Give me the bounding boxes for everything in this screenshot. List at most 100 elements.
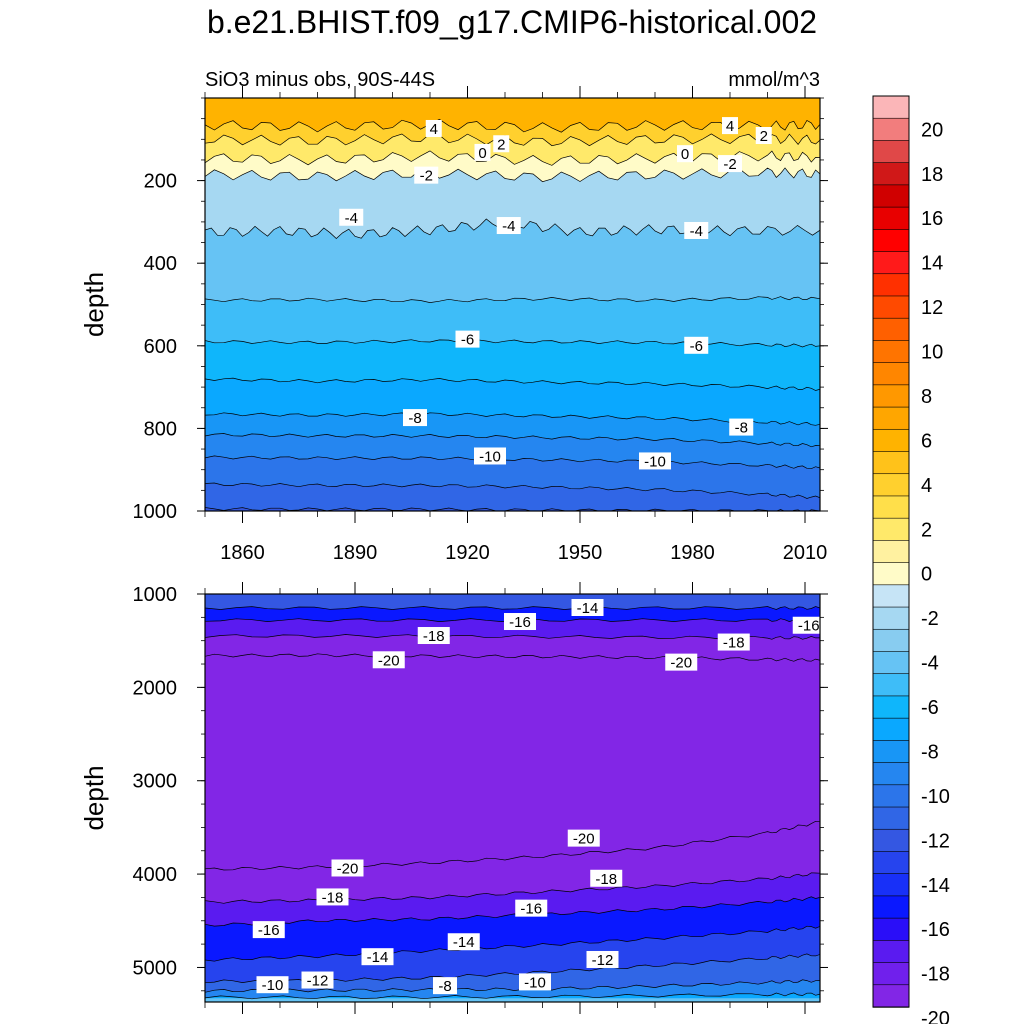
contour-label: -18 <box>717 633 750 652</box>
svg-text:-20: -20 <box>378 652 400 669</box>
contour-label: 0 <box>677 145 693 163</box>
colorbar-bin <box>872 762 910 786</box>
y-axis-label: depth <box>79 765 109 830</box>
svg-text:-6: -6 <box>461 332 474 349</box>
colorbar-tick-label: 10 <box>921 342 943 364</box>
y-axis-label: depth <box>79 272 109 337</box>
svg-text:2: 2 <box>497 136 505 153</box>
svg-text:-10: -10 <box>262 977 284 994</box>
contour-line--9 <box>205 433 820 448</box>
x-tick-label: 1890 <box>333 542 378 564</box>
colorbar-bin <box>872 984 910 1008</box>
contour-line--5 <box>205 296 820 303</box>
contour-line--7 <box>205 377 820 391</box>
colorbar-bin <box>872 140 910 164</box>
colorbar-bin <box>872 162 910 186</box>
figure-title: b.e21.BHIST.f09_g17.CMIP6-historical.002 <box>206 4 818 40</box>
colorbar-tick-label: -18 <box>921 964 950 986</box>
contour-label: -18 <box>417 627 450 645</box>
colorbar-tick-label: 14 <box>921 253 943 275</box>
svg-text:4: 4 <box>430 121 438 138</box>
contour-label: -14 <box>361 948 394 966</box>
contour-label: 4 <box>722 117 738 135</box>
colorbar-bin <box>872 628 910 653</box>
svg-text:2: 2 <box>760 128 768 145</box>
colorbar-tick-label: 20 <box>921 119 943 141</box>
fill-band-bottom <box>205 998 820 1002</box>
contour-label: -16 <box>792 616 825 635</box>
x-tick-label: 1920 <box>445 542 490 564</box>
y-tick-label: 3000 <box>133 771 178 793</box>
colorbar-bin <box>872 473 910 497</box>
contour-label: -14 <box>571 599 604 617</box>
contour-label: -8 <box>729 418 754 437</box>
colorbar-bin <box>872 117 910 142</box>
colorbar-tick-label: -14 <box>921 875 950 897</box>
contour-label: -8 <box>403 409 427 427</box>
svg-text:-8: -8 <box>438 978 451 995</box>
svg-text:-12: -12 <box>307 973 329 990</box>
svg-text:-10: -10 <box>479 448 501 465</box>
svg-text:-16: -16 <box>258 922 280 939</box>
contour-label: -8 <box>433 977 457 995</box>
contour-label: -6 <box>455 330 480 349</box>
subtitle-right: mmol/m^3 <box>728 69 820 91</box>
y-tick-label: 800 <box>144 418 177 440</box>
contour-label: -16 <box>252 921 285 939</box>
y-tick-label: 400 <box>144 253 177 275</box>
contour-label: -20 <box>372 651 405 669</box>
colorbar-bin <box>872 451 910 475</box>
colorbar-bin <box>872 940 910 964</box>
colorbar-tick-label: -12 <box>921 830 950 852</box>
colorbar-bin <box>872 384 910 408</box>
colorbar-bin <box>872 428 910 453</box>
colorbar-bin <box>872 406 910 430</box>
svg-text:-18: -18 <box>595 871 617 888</box>
contour-line--18 <box>205 634 820 640</box>
svg-text:-16: -16 <box>798 618 820 635</box>
colorbar-bin <box>872 206 910 231</box>
y-tick-label: 600 <box>144 336 177 358</box>
svg-text:-20: -20 <box>573 831 595 848</box>
contour-line--8 <box>205 992 820 1000</box>
colorbar-tick-label: -8 <box>921 741 939 763</box>
svg-text:-16: -16 <box>520 901 542 918</box>
y-tick-label: 5000 <box>133 957 178 979</box>
colorbar-bin <box>872 717 910 742</box>
contour-line--20 <box>205 820 820 871</box>
contour-label: -18 <box>316 888 349 906</box>
x-tick-label: 1860 <box>220 542 265 564</box>
colorbar-bin <box>872 273 910 297</box>
x-tick-label: 1950 <box>558 542 603 564</box>
contour-label: -2 <box>718 155 742 173</box>
colorbar-tick-label: 18 <box>921 164 943 186</box>
colorbar-tick-label: 6 <box>921 430 932 452</box>
contour-line--20 <box>205 653 820 662</box>
subtitle-left: SiO3 minus obs, 90S-44S <box>205 69 435 91</box>
colorbar-bin <box>872 673 910 697</box>
contour-label: -20 <box>331 859 364 877</box>
svg-text:-20: -20 <box>337 860 359 877</box>
svg-text:0: 0 <box>681 146 689 163</box>
colorbar-bin <box>872 317 910 342</box>
svg-text:-10: -10 <box>644 453 666 470</box>
svg-text:-4: -4 <box>345 210 358 227</box>
y-tick-label: 4000 <box>133 864 178 886</box>
y-tick-label: 1000 <box>133 501 178 523</box>
y-tick-label: 2000 <box>133 677 178 699</box>
svg-text:-4: -4 <box>502 218 515 235</box>
svg-text:-14: -14 <box>453 934 475 951</box>
contour-label: -18 <box>590 869 623 888</box>
svg-text:-14: -14 <box>367 949 389 966</box>
colorbar-bin <box>872 517 910 542</box>
contour-label: -6 <box>684 336 709 355</box>
colorbar-tick-label: 0 <box>921 564 932 586</box>
colorbar-tick-label: -4 <box>921 653 939 675</box>
colorbar-bin <box>872 784 910 808</box>
contour-label: 2 <box>755 126 772 145</box>
svg-text:-14: -14 <box>577 600 599 617</box>
contour-label: -10 <box>519 973 551 991</box>
contour-label: -4 <box>339 208 364 227</box>
panel-lower-frame <box>204 593 821 1003</box>
colorbar-bin <box>872 828 910 853</box>
